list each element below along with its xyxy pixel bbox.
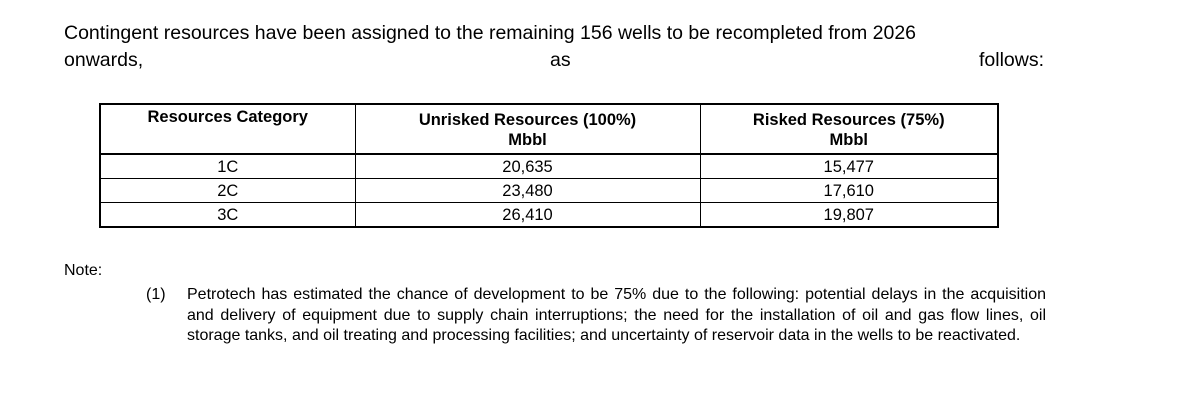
intro-line-1: Contingent resources have been assigned … <box>64 22 917 44</box>
intro-word-onwards: onwards, <box>64 49 144 71</box>
intro-word-follows: follows: <box>978 49 1044 71</box>
intro-line-2: onwards, as follows: <box>64 47 1044 74</box>
header-line: Unrisked Resources (100%) <box>418 111 637 129</box>
header-unrisked-resources: Unrisked Resources (100%) Mbbl <box>354 103 701 155</box>
note-text: Petrotech has estimated the chance of de… <box>187 286 1046 344</box>
table-header-row: Resources Category Unrisked Resources (1… <box>99 103 999 155</box>
table-row: 2C 23,480 17,610 <box>99 178 999 203</box>
note-number: (1) <box>146 286 166 303</box>
note-label: Note: <box>64 262 103 279</box>
header-unit: Mbbl <box>829 131 869 149</box>
header-line: Risked Resources (75%) <box>752 111 945 129</box>
cell-risked: 17,610 <box>699 178 999 203</box>
cell-risked: 15,477 <box>699 153 999 179</box>
table-row: 1C 20,635 15,477 <box>99 153 999 179</box>
intro-paragraph: Contingent resources have been assigned … <box>64 20 1044 74</box>
cell-risked: 19,807 <box>699 202 999 228</box>
header-risked-resources: Risked Resources (75%) Mbbl <box>699 103 999 155</box>
cell-unrisked: 20,635 <box>354 153 701 179</box>
resources-table: Resources Category Unrisked Resources (1… <box>99 103 999 228</box>
intro-word-as: as <box>550 49 571 71</box>
cell-unrisked: 23,480 <box>354 178 701 203</box>
header-unit: Mbbl <box>508 131 547 149</box>
cell-category: 3C <box>99 202 356 228</box>
cell-category: 1C <box>99 153 356 179</box>
header-resources-category: Resources Category <box>99 103 356 155</box>
header-line: Resources Category <box>147 108 308 126</box>
cell-unrisked: 26,410 <box>354 202 701 228</box>
note-item: (1) Petrotech has estimated the chance o… <box>146 285 1046 347</box>
table-row: 3C 26,410 19,807 <box>99 202 999 228</box>
cell-category: 2C <box>99 178 356 203</box>
